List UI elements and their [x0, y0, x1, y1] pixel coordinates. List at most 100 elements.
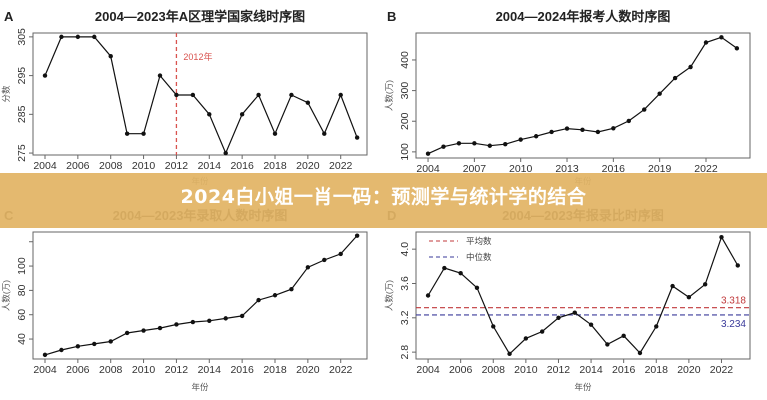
data-point [503, 142, 508, 147]
data-point [507, 351, 512, 357]
x-tick-label: 2018 [645, 364, 669, 376]
data-point [719, 35, 724, 40]
data-point [92, 34, 97, 40]
y-tick-label: 295 [16, 67, 28, 85]
plot-frame [32, 231, 368, 360]
data-point [491, 324, 496, 329]
y-axis-label: 人数(万) [1, 280, 11, 311]
data-point [223, 316, 228, 321]
x-tick-label: 2014 [579, 364, 603, 376]
data-point [425, 293, 431, 298]
data-point [59, 34, 64, 40]
data-point [174, 92, 179, 98]
data-point [42, 352, 48, 358]
data-point [688, 64, 693, 70]
y-tick-label: 3.2 [399, 310, 411, 325]
x-tick-label: 2004 [416, 364, 440, 376]
y-tick-label: 3.6 [399, 276, 411, 291]
data-point [75, 34, 81, 40]
data-point [322, 131, 327, 136]
x-tick-label: 2006 [66, 364, 90, 376]
data-point [657, 91, 662, 96]
x-tick-label: 2008 [99, 160, 123, 172]
data-point [141, 131, 146, 136]
data-point [735, 263, 740, 268]
x-tick-label: 2010 [514, 364, 538, 376]
data-point [672, 75, 678, 81]
series-line [427, 36, 738, 155]
y-axis-label: 分数 [1, 85, 11, 103]
panel-d: D2004—2023年报录比时序图20042006200820102012201… [384, 208, 751, 392]
data-point [442, 265, 447, 271]
x-tick-label: 2016 [230, 364, 254, 376]
y-tick-label: 200 [399, 112, 411, 130]
data-point [611, 126, 616, 131]
x-tick-label: 2012 [165, 160, 189, 172]
y-axis-label: 人数(万) [384, 80, 394, 111]
series-line [427, 235, 739, 355]
x-tick-label: 2020 [296, 364, 320, 376]
x-tick-label: 2022 [329, 364, 353, 376]
x-tick-label: 2004 [33, 160, 57, 172]
x-tick-label: 2016 [602, 163, 626, 175]
reference-hline-label: 3.318 [721, 296, 746, 307]
data-point [289, 92, 294, 98]
data-point [734, 46, 740, 51]
legend-label: 中位数 [466, 252, 492, 262]
data-point [472, 141, 477, 146]
data-point [626, 118, 631, 124]
data-point [207, 318, 212, 324]
panel-letter: B [387, 9, 396, 24]
data-point [256, 92, 261, 98]
x-tick-label: 2006 [66, 160, 90, 172]
data-point [354, 135, 360, 140]
panel-c: C2004—2023年录取人数时序图2004200620082010201220… [1, 208, 368, 392]
x-tick-label: 2014 [198, 160, 222, 172]
data-point [108, 339, 113, 344]
panel-title: 2004—2023年A区理学国家线时序图 [95, 9, 305, 24]
data-point [487, 143, 493, 148]
data-point [456, 141, 462, 146]
data-point [719, 234, 724, 240]
data-point [580, 127, 585, 133]
x-tick-label: 2008 [482, 364, 506, 376]
data-point [642, 107, 647, 112]
data-point [474, 285, 480, 290]
data-point [207, 112, 212, 117]
y-tick-label: 100 [399, 143, 411, 161]
x-tick-label: 2016 [230, 160, 254, 172]
data-point [239, 112, 245, 117]
data-point [572, 310, 577, 315]
x-tick-label: 2020 [296, 160, 320, 172]
data-point [141, 328, 146, 333]
x-tick-label: 2019 [648, 163, 672, 175]
data-point [305, 100, 311, 105]
x-tick-label: 2004 [416, 163, 440, 175]
x-tick-label: 2006 [449, 364, 473, 376]
data-point [174, 322, 179, 327]
banner-title: 2024白小姐一肖一码：预测学与统计学的结合 [180, 186, 587, 208]
x-tick-label: 2004 [33, 364, 57, 376]
x-tick-label: 2016 [612, 364, 636, 376]
data-point [157, 325, 163, 331]
data-point [124, 330, 130, 336]
data-point [533, 134, 539, 139]
x-axis-label: 年份 [574, 382, 592, 392]
data-point [75, 344, 81, 349]
data-point [549, 129, 554, 135]
data-point [458, 270, 463, 276]
data-point [564, 126, 570, 131]
data-point [637, 350, 643, 356]
x-tick-label: 2008 [99, 364, 123, 376]
y-tick-label: 305 [16, 28, 28, 46]
panel-title: 2004—2024年报考人数时序图 [496, 9, 671, 24]
x-tick-label: 2022 [694, 163, 718, 175]
data-point [539, 329, 545, 334]
data-point [518, 137, 523, 142]
data-point [702, 282, 708, 287]
data-point [425, 151, 431, 156]
y-tick-label: 285 [16, 105, 28, 123]
data-point [595, 129, 601, 135]
data-point [605, 342, 610, 347]
data-point [686, 295, 692, 300]
